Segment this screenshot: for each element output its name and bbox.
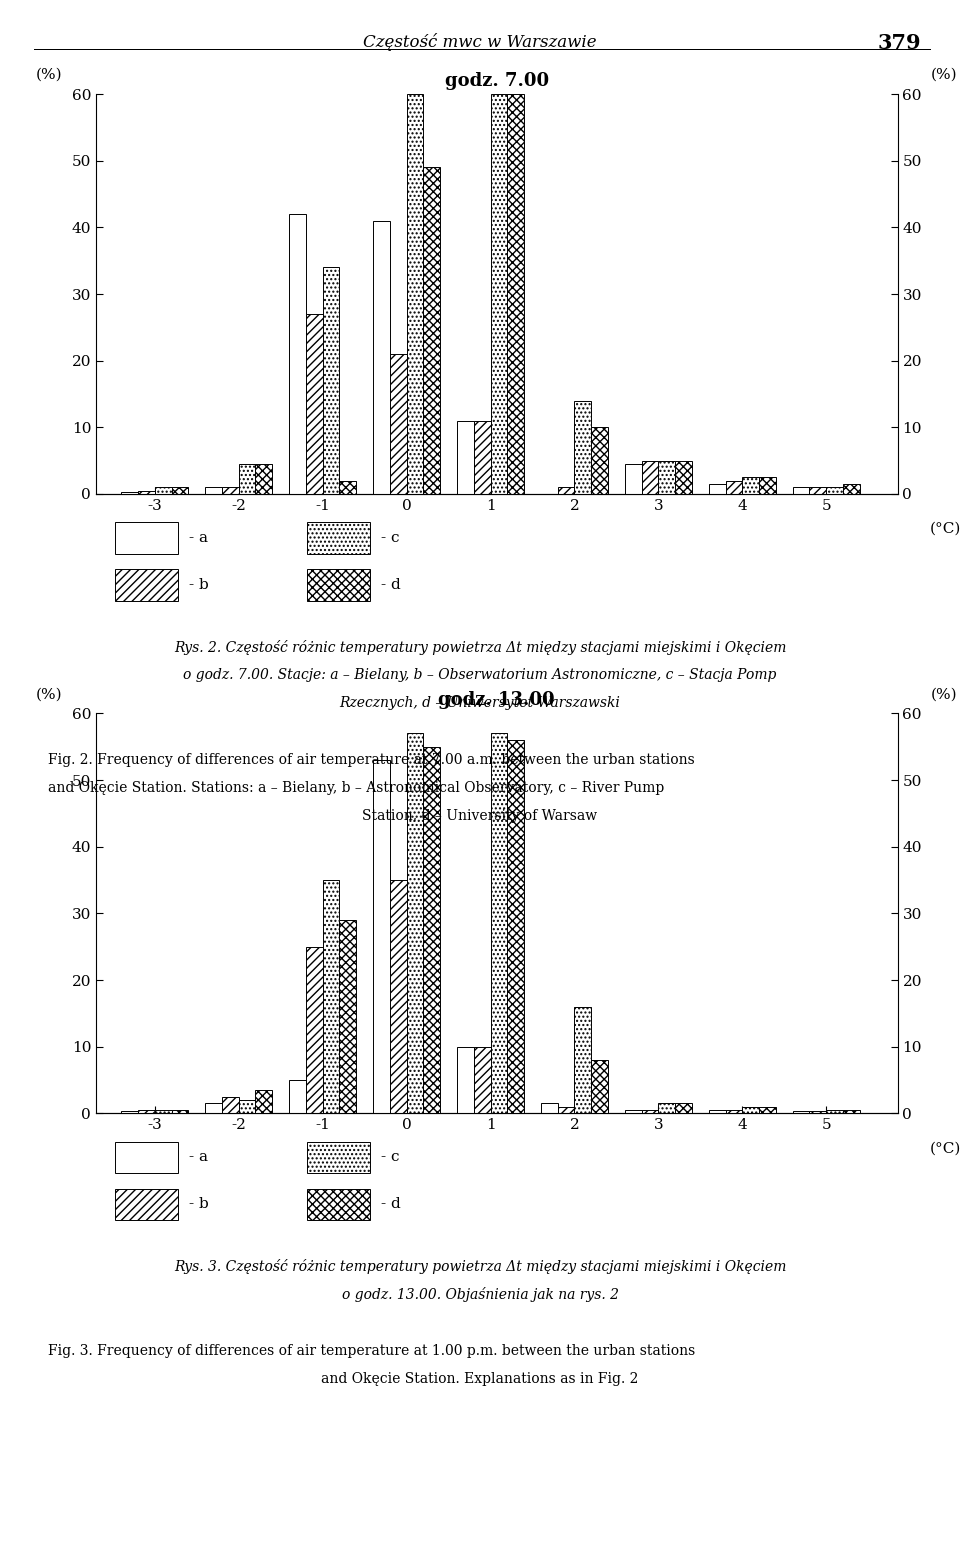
Text: Rzecznych, d – Uniwersytet Warszawski: Rzecznych, d – Uniwersytet Warszawski — [340, 696, 620, 710]
Bar — [591, 1060, 608, 1113]
Text: (%): (%) — [931, 67, 958, 82]
Text: (%): (%) — [36, 67, 62, 82]
Text: (°C): (°C) — [929, 522, 960, 536]
Text: Częstość mwc w Warszawie: Częstość mwc w Warszawie — [363, 33, 597, 50]
Bar — [323, 268, 340, 494]
Bar — [205, 1104, 222, 1113]
Bar — [138, 491, 155, 494]
Bar — [255, 464, 273, 494]
Bar — [255, 1090, 273, 1113]
Text: - c: - c — [381, 532, 399, 544]
Bar — [742, 1107, 759, 1113]
Bar — [759, 1107, 776, 1113]
Text: - d: - d — [381, 1198, 401, 1210]
Text: and Okęcie Station. Stations: a – Bielany, b – Astronomical Observatory, c – Riv: and Okęcie Station. Stations: a – Bielan… — [48, 781, 664, 795]
Bar — [843, 485, 860, 494]
Bar — [793, 1112, 809, 1113]
Bar — [121, 492, 138, 494]
Text: (°C): (°C) — [929, 1142, 960, 1156]
Bar — [289, 215, 306, 494]
Bar — [289, 1080, 306, 1113]
Bar — [457, 420, 473, 494]
Bar — [641, 461, 659, 494]
Bar — [373, 221, 390, 494]
Bar — [138, 1110, 155, 1113]
Bar — [659, 461, 675, 494]
Bar — [205, 488, 222, 494]
Text: and Okęcie Station. Explanations as in Fig. 2: and Okęcie Station. Explanations as in F… — [322, 1372, 638, 1386]
Bar — [390, 880, 407, 1113]
Bar — [809, 488, 827, 494]
Bar — [591, 428, 608, 494]
Title: godz. 13.00: godz. 13.00 — [439, 691, 555, 709]
Bar — [540, 1104, 558, 1113]
Bar — [306, 947, 323, 1113]
Bar — [742, 477, 759, 494]
Bar — [239, 464, 255, 494]
Bar — [457, 1047, 473, 1113]
Bar — [759, 477, 776, 494]
Bar — [155, 488, 172, 494]
Text: - a: - a — [189, 532, 208, 544]
Text: (%): (%) — [36, 687, 62, 701]
Bar — [340, 480, 356, 494]
Bar — [491, 734, 507, 1113]
Bar — [323, 880, 340, 1113]
Text: Station, d – University of Warsaw: Station, d – University of Warsaw — [363, 809, 597, 823]
Text: - c: - c — [381, 1151, 399, 1163]
Bar — [172, 1110, 188, 1113]
Text: Fig. 3. Frequency of differences of air temperature at 1.00 p.m. between the urb: Fig. 3. Frequency of differences of air … — [48, 1344, 695, 1358]
Text: Rys. 2. Częstość różnic temperatury powietrza Δt między stacjami miejskimi i Okę: Rys. 2. Częstość różnic temperatury powi… — [174, 640, 786, 655]
Bar — [340, 920, 356, 1113]
Bar — [373, 760, 390, 1113]
Bar — [121, 1112, 138, 1113]
Bar — [558, 488, 574, 494]
Text: - a: - a — [189, 1151, 208, 1163]
Bar — [675, 1104, 692, 1113]
Bar — [659, 1104, 675, 1113]
Bar — [827, 1110, 843, 1113]
Bar — [491, 94, 507, 494]
Bar — [222, 488, 239, 494]
Bar — [675, 461, 692, 494]
Text: Fig. 2. Frequency of differences of air temperature at 7.00 a.m. between the urb: Fig. 2. Frequency of differences of air … — [48, 753, 695, 767]
Text: - d: - d — [381, 579, 401, 591]
Text: (%): (%) — [931, 687, 958, 701]
Text: 379: 379 — [878, 33, 922, 53]
Bar — [558, 1107, 574, 1113]
Bar — [473, 420, 491, 494]
Bar — [473, 1047, 491, 1113]
Bar — [407, 94, 423, 494]
Bar — [793, 488, 809, 494]
Bar — [306, 314, 323, 494]
Text: - b: - b — [189, 579, 209, 591]
Bar — [155, 1110, 172, 1113]
Bar — [507, 94, 524, 494]
Bar — [726, 480, 742, 494]
Bar — [172, 488, 188, 494]
Text: Rys. 3. Częstość różnic temperatury powietrza Δt między stacjami miejskimi i Okę: Rys. 3. Częstość różnic temperatury powi… — [174, 1259, 786, 1275]
Bar — [239, 1101, 255, 1113]
Bar — [726, 1110, 742, 1113]
Bar — [507, 740, 524, 1113]
Bar — [708, 1110, 726, 1113]
Title: godz. 7.00: godz. 7.00 — [444, 72, 549, 89]
Bar — [625, 1110, 641, 1113]
Bar — [809, 1112, 827, 1113]
Bar — [222, 1096, 239, 1113]
Bar — [625, 464, 641, 494]
Bar — [423, 168, 440, 494]
Bar — [641, 1110, 659, 1113]
Bar — [390, 354, 407, 494]
Bar — [574, 401, 591, 494]
Bar — [574, 1007, 591, 1113]
Bar — [407, 734, 423, 1113]
Bar — [423, 746, 440, 1113]
Bar — [708, 485, 726, 494]
Bar — [827, 488, 843, 494]
Text: o godz. 13.00. Objaśnienia jak na rys. 2: o godz. 13.00. Objaśnienia jak na rys. 2 — [342, 1287, 618, 1303]
Text: - b: - b — [189, 1198, 209, 1210]
Bar — [843, 1110, 860, 1113]
Text: o godz. 7.00. Stacje: a – Bielany, b – Obserwatorium Astronomiczne, c – Stacja P: o godz. 7.00. Stacje: a – Bielany, b – O… — [183, 668, 777, 682]
